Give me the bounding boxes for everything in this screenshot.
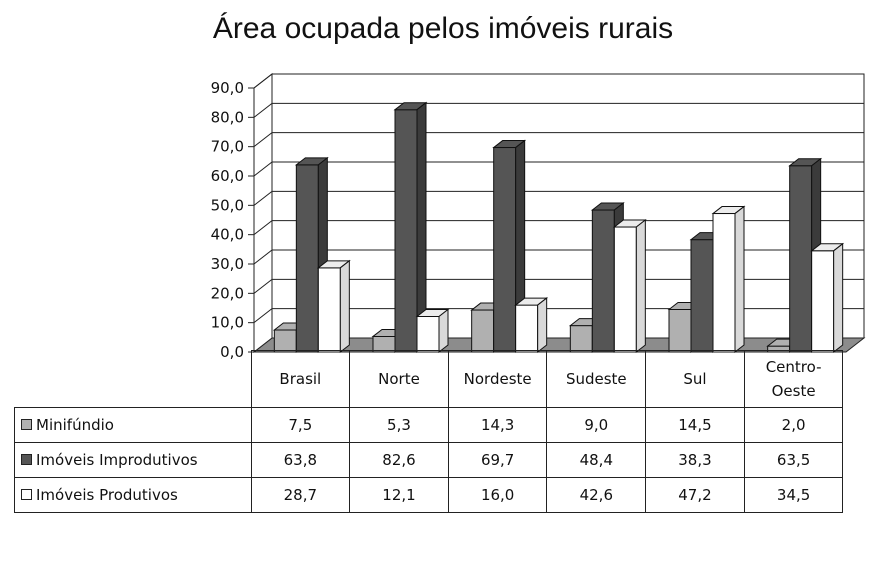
bar-produtivos: [416, 316, 440, 353]
y-tick-label: 90,0: [211, 79, 244, 97]
legend-entry: Minifúndio: [14, 407, 252, 443]
legend-swatch: [21, 489, 32, 500]
legend-swatch: [21, 454, 32, 465]
category-label: Brasil: [250, 350, 351, 408]
category-label: Norte: [349, 350, 449, 408]
table-header-row: Brasil Norte Nordeste Sudeste Sul Centro- Oest…: [15, 350, 844, 408]
y-tick-label: 30,0: [211, 255, 244, 273]
table-row: Minifúndio 7,5 5,3 14,3 9,0 14,5 2,0: [14, 407, 844, 443]
gridline: [253, 220, 864, 236]
data-label: 5,3: [349, 407, 449, 443]
data-label: 69,7: [447, 442, 548, 478]
bar-improdutivos: [295, 164, 319, 353]
data-label: 16,0: [447, 477, 548, 513]
bar-side: [734, 205, 745, 354]
bar-produtivos: [811, 250, 835, 353]
bar-produtivos: [515, 304, 539, 353]
data-label: 63,5: [743, 442, 844, 478]
bar-side: [635, 219, 646, 354]
y-tick-label: 10,0: [211, 314, 244, 332]
gridline: [253, 161, 864, 177]
data-label: 47,2: [645, 477, 745, 513]
bar-produtivos: [317, 267, 341, 353]
data-label: 2,0: [743, 407, 844, 443]
y-tick-label: 40,0: [211, 226, 244, 244]
table-corner: [15, 351, 252, 408]
legend-entry: Imóveis Produtivos: [14, 477, 252, 513]
y-tick-label: 60,0: [211, 167, 244, 185]
category-label: Sul: [645, 350, 745, 408]
series-name: Imóveis Produtivos: [36, 486, 178, 504]
bar-improdutivos: [690, 239, 714, 353]
data-label: 14,3: [447, 407, 548, 443]
data-label: 63,8: [250, 442, 351, 478]
gridline: [253, 190, 864, 206]
y-tick-label: 50,0: [211, 196, 244, 214]
category-label: Sudeste: [546, 350, 647, 408]
data-label: 82,6: [349, 442, 449, 478]
data-label: 34,5: [743, 477, 844, 513]
bar-minifundio: [273, 329, 297, 353]
category-label: Centro- Oeste: [743, 350, 844, 408]
plot-back-wall: [271, 73, 865, 339]
y-tick-label: 20,0: [211, 284, 244, 302]
y-tick-label: 70,0: [211, 138, 244, 156]
y-tick-label: 0,0: [220, 343, 244, 361]
gridline: [253, 278, 864, 294]
gridline: [253, 132, 864, 148]
bar-improdutivos: [789, 165, 813, 353]
legend-entry: Imóveis Improdutivos: [14, 442, 252, 478]
bar-minifundio: [471, 309, 495, 353]
bar-side: [833, 242, 844, 354]
gridline: [253, 73, 864, 89]
series-name: Minifúndio: [36, 416, 114, 434]
bar-produtivos: [613, 226, 637, 353]
bar-produtivos: [712, 213, 736, 353]
bar-side: [438, 308, 449, 354]
bar-minifundio: [569, 325, 593, 353]
gridline: [253, 102, 864, 118]
bar-improdutivos: [493, 147, 517, 353]
data-label: 42,6: [546, 477, 647, 513]
gridline: [253, 308, 864, 324]
bar-improdutivos: [394, 109, 418, 353]
gridline: [253, 249, 864, 265]
table-row: Imóveis Improdutivos 63,8 82,6 69,7 48,4 38,3…: [14, 442, 844, 478]
data-table: Brasil Norte Nordeste Sudeste Sul Centro- Oest…: [14, 350, 844, 513]
y-tick-label: 80,0: [211, 108, 244, 126]
data-label: 14,5: [645, 407, 745, 443]
chart-title: Área ocupada pelos imóveis rurais: [212, 12, 674, 45]
bar-side: [537, 297, 548, 354]
data-label: 38,3: [645, 442, 745, 478]
table-row: Imóveis Produtivos 28,7 12,1 16,0 42,6 47,2 34…: [14, 477, 844, 513]
data-label: 28,7: [250, 477, 351, 513]
data-label: 7,5: [250, 407, 351, 443]
legend-swatch: [21, 419, 32, 430]
data-label: 48,4: [546, 442, 647, 478]
bar-side: [339, 259, 350, 354]
bar-improdutivos: [591, 209, 615, 353]
table-body: Minifúndio 7,5 5,3 14,3 9,0 14,5 2,0 Imóveis Im…: [14, 407, 844, 513]
data-label: 12,1: [349, 477, 449, 513]
series-name: Imóveis Improdutivos: [36, 451, 198, 469]
category-label: Nordeste: [447, 350, 548, 408]
bar-minifundio: [668, 308, 692, 353]
data-label: 9,0: [546, 407, 647, 443]
